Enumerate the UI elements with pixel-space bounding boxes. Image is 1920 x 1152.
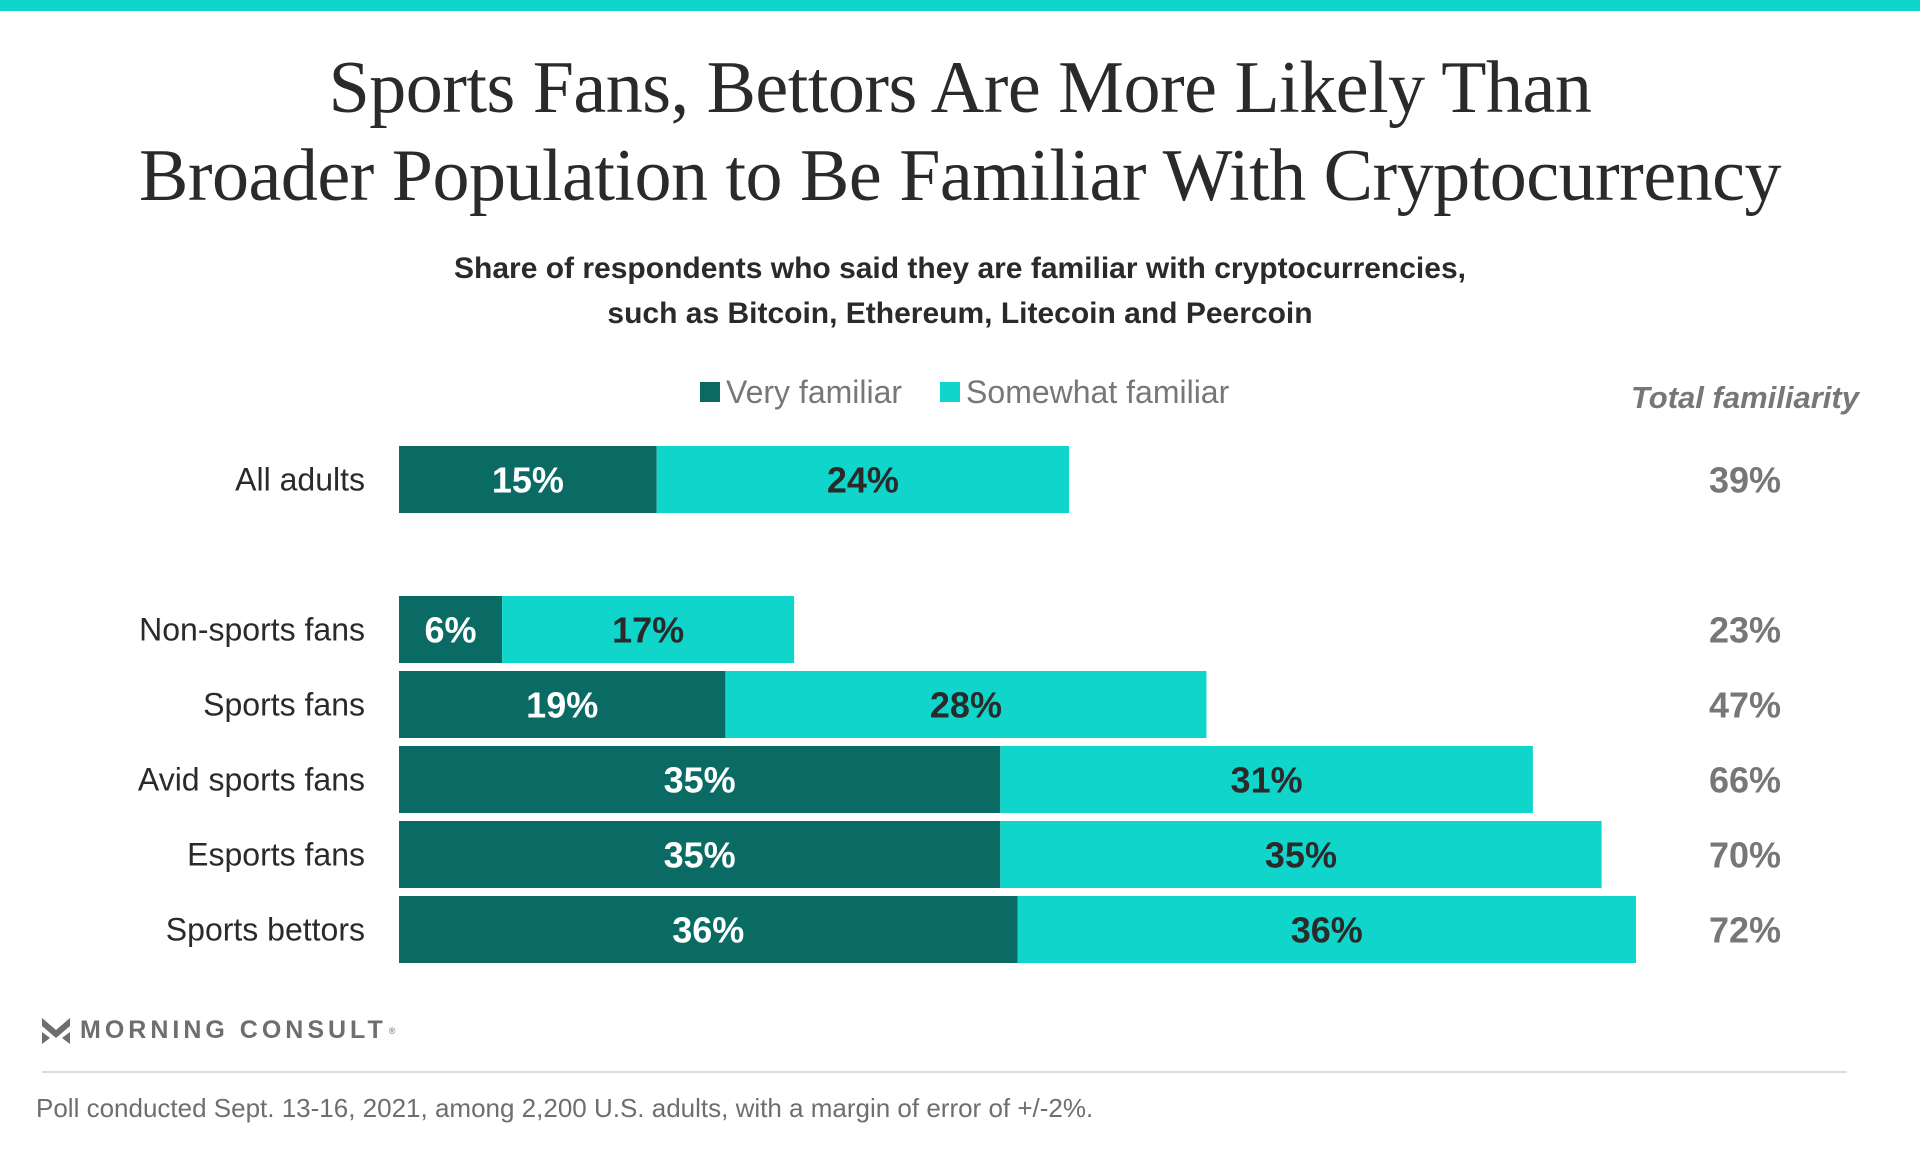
bar-somewhat-familiar-sports-fans <box>725 671 1207 738</box>
total-label-all-adults: 39% <box>1709 460 1781 501</box>
bar-very-familiar-non-sports-fans <box>399 596 503 663</box>
category-label-sports-fans: Sports fans <box>203 687 365 723</box>
category-label-non-sports-fans: Non-sports fans <box>139 612 365 648</box>
bar-somewhat-familiar-sports-bettors <box>1017 896 1636 963</box>
chart-subtitle: Share of respondents who said they are f… <box>0 246 1920 336</box>
bar-very-familiar-sports-bettors <box>399 896 1018 963</box>
total-familiarity-header: Total familiarity <box>1631 380 1859 415</box>
top-accent-bar <box>0 0 1920 11</box>
data-label-very-familiar-sports-fans: 19% <box>526 685 598 726</box>
category-label-avid-sports-fans: Avid sports fans <box>138 762 365 798</box>
chart-subtitle-line-2: such as Bitcoin, Ethereum, Litecoin and … <box>607 297 1313 330</box>
bar-very-familiar-avid-sports-fans <box>399 746 1001 813</box>
data-label-somewhat-familiar-all-adults: 24% <box>827 460 899 501</box>
data-label-very-familiar-sports-bettors: 36% <box>672 910 744 951</box>
bar-very-familiar-esports-fans <box>399 821 1001 888</box>
data-label-very-familiar-non-sports-fans: 6% <box>425 610 477 651</box>
legend-item-very-familiar: Very familiar <box>700 374 902 411</box>
data-label-very-familiar-all-adults: 15% <box>492 460 564 501</box>
poll-note: Poll conducted Sept. 13-16, 2021, among … <box>36 1093 1094 1123</box>
data-label-somewhat-familiar-sports-fans: 28% <box>930 685 1002 726</box>
data-label-somewhat-familiar-sports-bettors: 36% <box>1291 910 1363 951</box>
legend: Very familiar Somewhat familiar <box>700 372 1267 412</box>
category-label-all-adults: All adults <box>235 462 365 498</box>
chart-title: Sports Fans, Bettors Are More Likely Tha… <box>0 44 1920 220</box>
legend-label-somewhat-familiar: Somewhat familiar <box>966 373 1230 410</box>
brand-name: MORNING CONSULT <box>80 1016 387 1044</box>
bar-somewhat-familiar-non-sports-fans <box>502 596 795 663</box>
data-label-somewhat-familiar-avid-sports-fans: 31% <box>1231 760 1303 801</box>
category-label-esports-fans: Esports fans <box>187 837 365 873</box>
data-label-somewhat-familiar-non-sports-fans: 17% <box>612 610 684 651</box>
legend-swatch-very-familiar <box>700 382 720 402</box>
registered-mark: ® <box>388 1025 396 1036</box>
category-label-sports-bettors: Sports bettors <box>166 912 365 948</box>
footer-divider <box>42 1071 1847 1073</box>
total-label-sports-fans: 47% <box>1709 685 1781 726</box>
bar-somewhat-familiar-all-adults <box>656 446 1070 513</box>
bar-chart: All adults 15% 24% 39% Non-sports fans 6% 17% 2… <box>138 446 1781 963</box>
legend-item-somewhat-familiar: Somewhat familiar <box>940 374 1229 411</box>
bar-somewhat-familiar-esports-fans <box>1000 821 1602 888</box>
legend-swatch-somewhat-familiar <box>940 382 961 402</box>
data-label-very-familiar-avid-sports-fans: 35% <box>664 760 736 801</box>
bar-somewhat-familiar-avid-sports-fans <box>1000 746 1533 813</box>
bar-very-familiar-all-adults <box>399 446 657 513</box>
bar-very-familiar-sports-fans <box>399 671 726 738</box>
data-label-somewhat-familiar-esports-fans: 35% <box>1265 835 1337 876</box>
total-label-avid-sports-fans: 66% <box>1709 760 1781 801</box>
chart-subtitle-line-1: Share of respondents who said they are f… <box>454 252 1466 285</box>
total-label-esports-fans: 70% <box>1709 835 1781 876</box>
morning-consult-m-icon <box>42 1017 70 1044</box>
data-label-very-familiar-esports-fans: 35% <box>664 835 736 876</box>
chart-title-line-1: Sports Fans, Bettors Are More Likely Tha… <box>328 47 1592 129</box>
total-label-sports-bettors: 72% <box>1709 910 1781 951</box>
total-label-non-sports-fans: 23% <box>1709 610 1781 651</box>
legend-label-very-familiar: Very familiar <box>726 373 903 410</box>
chart-title-line-2: Broader Population to Be Familiar With C… <box>138 135 1782 217</box>
morning-consult-logo: MORNING CONSULT ® <box>42 1016 395 1045</box>
